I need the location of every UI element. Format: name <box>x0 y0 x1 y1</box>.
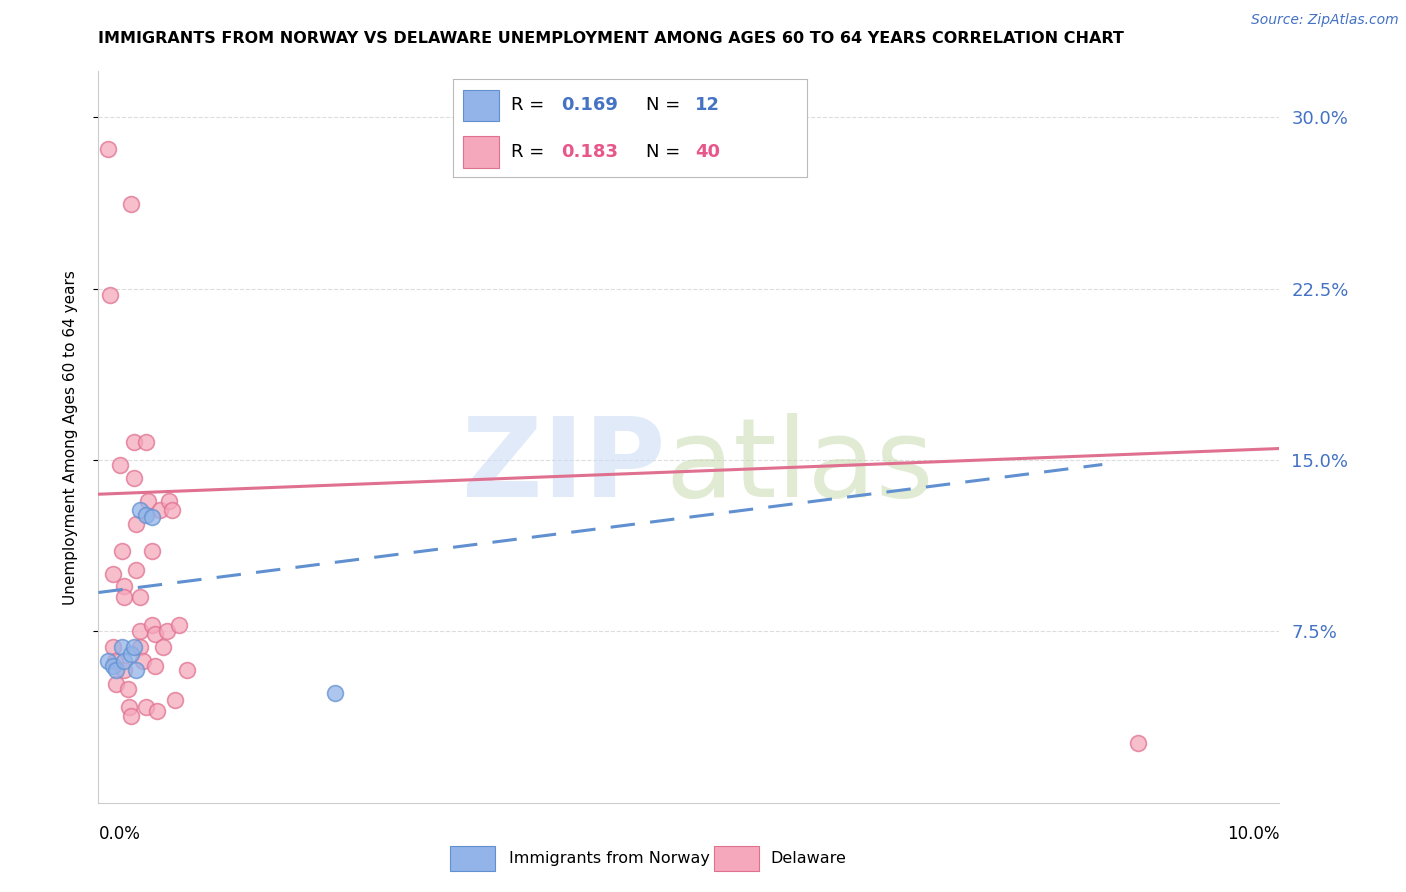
Text: 10.0%: 10.0% <box>1227 825 1279 843</box>
Point <box>141 544 163 558</box>
Point <box>136 494 159 508</box>
Point <box>149 503 172 517</box>
Point <box>141 510 163 524</box>
FancyBboxPatch shape <box>714 847 759 871</box>
Point <box>152 640 174 655</box>
Point <box>128 590 150 604</box>
Point <box>128 624 150 639</box>
Point <box>1126 736 1149 750</box>
Point <box>105 663 128 677</box>
Point <box>135 434 157 449</box>
Point <box>122 434 145 449</box>
Point <box>160 503 183 517</box>
Point <box>97 142 120 156</box>
Point <box>111 640 134 655</box>
Point <box>117 681 139 696</box>
Point <box>143 626 166 640</box>
Point <box>132 654 155 668</box>
Point <box>118 699 141 714</box>
FancyBboxPatch shape <box>450 847 495 871</box>
Point <box>165 693 187 707</box>
Point <box>143 658 166 673</box>
Point <box>122 471 145 485</box>
Text: Immigrants from Norway: Immigrants from Norway <box>509 851 710 866</box>
Text: atlas: atlas <box>665 413 934 520</box>
Point <box>104 654 127 668</box>
Point <box>112 663 135 677</box>
Y-axis label: Unemployment Among Ages 60 to 64 years: Unemployment Among Ages 60 to 64 years <box>63 269 77 605</box>
Point <box>135 508 157 522</box>
Point <box>122 640 145 655</box>
Point <box>97 654 120 668</box>
Point <box>108 458 131 472</box>
Point <box>112 579 135 593</box>
Point <box>323 686 346 700</box>
Point <box>121 647 143 661</box>
Point <box>121 709 143 723</box>
Text: 0.0%: 0.0% <box>98 825 141 843</box>
Text: Delaware: Delaware <box>770 851 846 866</box>
Text: IMMIGRANTS FROM NORWAY VS DELAWARE UNEMPLOYMENT AMONG AGES 60 TO 64 YEARS CORREL: IMMIGRANTS FROM NORWAY VS DELAWARE UNEMP… <box>98 31 1125 46</box>
Point <box>101 567 124 582</box>
Point <box>111 544 134 558</box>
Point <box>105 677 128 691</box>
Point <box>125 563 148 577</box>
Point <box>112 654 135 668</box>
Point <box>128 503 150 517</box>
Point <box>167 617 190 632</box>
Point <box>121 197 143 211</box>
Point <box>176 663 198 677</box>
Point <box>125 663 148 677</box>
Point <box>141 617 163 632</box>
Text: Source: ZipAtlas.com: Source: ZipAtlas.com <box>1251 13 1399 28</box>
Point <box>112 590 135 604</box>
Point <box>156 624 179 639</box>
Point <box>98 288 121 302</box>
Point <box>135 699 157 714</box>
Point <box>101 640 124 655</box>
Point <box>157 494 180 508</box>
Point <box>101 658 124 673</box>
Point <box>128 640 150 655</box>
Point <box>146 705 169 719</box>
Point <box>125 516 148 531</box>
Text: ZIP: ZIP <box>463 413 665 520</box>
